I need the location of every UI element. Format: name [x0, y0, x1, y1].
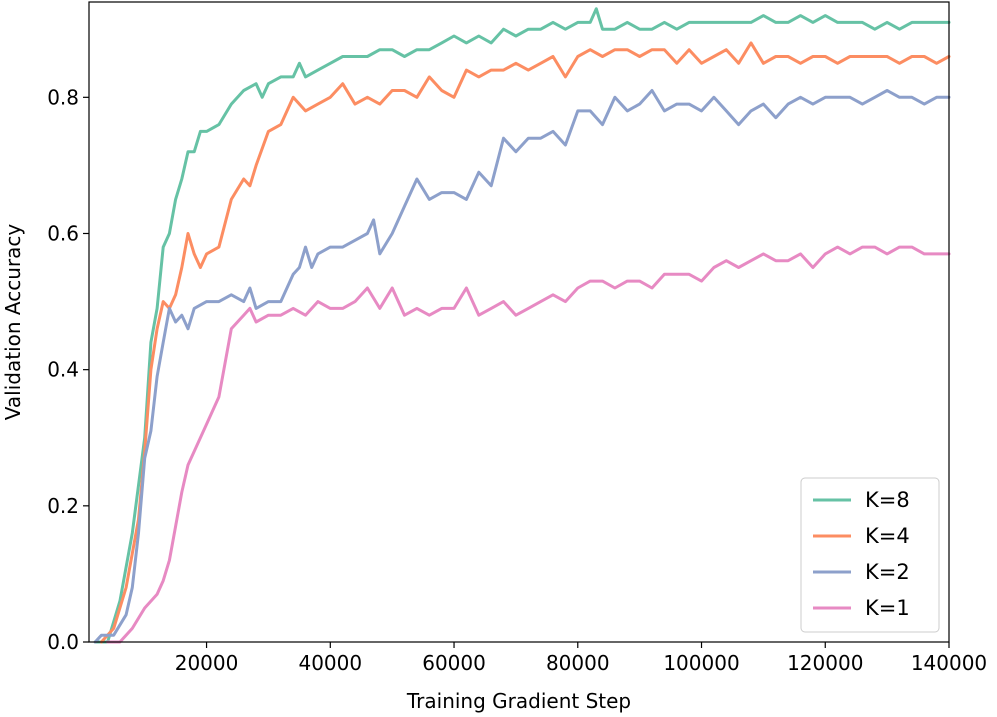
series-line-k-1	[106, 245, 951, 644]
series-line-k-2	[93, 89, 951, 644]
series-line-k-4	[99, 41, 951, 644]
x-tick-label: 140000	[911, 651, 987, 675]
y-axis-ticks: 0.0 0.2 0.4 0.6 0.8	[47, 85, 89, 654]
x-axis-ticks: 20000 40000 60000 80000 100000 120000 140000	[175, 642, 987, 675]
legend: K=8 K=4 K=2 K=1	[800, 477, 940, 633]
series-line-k-8	[93, 7, 951, 644]
x-tick-label: 60000	[422, 651, 486, 675]
y-tick-label: 0.6	[47, 221, 79, 245]
x-axis-label: Training Gradient Step	[406, 689, 631, 713]
y-tick-label: 0.0	[47, 630, 79, 654]
series-layer	[93, 7, 951, 644]
legend-label: K=1	[865, 596, 910, 620]
legend-label: K=8	[865, 488, 910, 512]
legend-frame	[800, 477, 940, 633]
x-tick-label: 80000	[546, 651, 610, 675]
x-tick-label: 100000	[663, 651, 739, 675]
legend-label: K=4	[865, 524, 910, 548]
legend-label: K=2	[865, 560, 910, 584]
x-tick-label: 20000	[175, 651, 239, 675]
plot-area	[88, 1, 951, 644]
x-tick-label: 40000	[298, 651, 362, 675]
y-tick-label: 0.2	[47, 494, 79, 518]
y-tick-label: 0.4	[47, 358, 79, 382]
y-tick-label: 0.8	[47, 85, 79, 109]
y-axis-label: Validation Accuracy	[1, 224, 25, 421]
plot-frame	[88, 1, 950, 643]
x-tick-label: 120000	[787, 651, 863, 675]
